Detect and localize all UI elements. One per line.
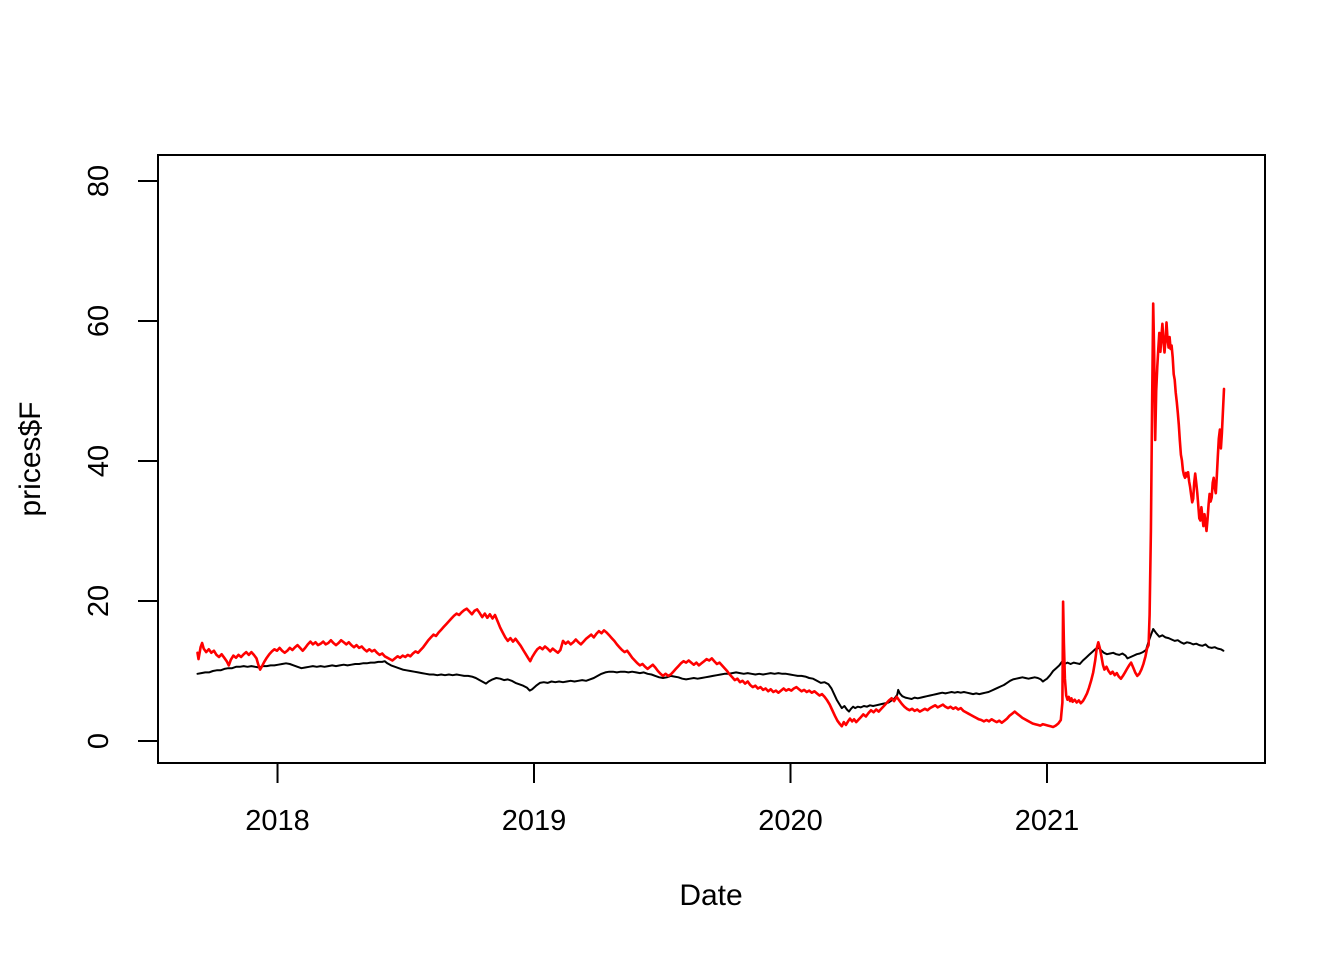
y-axis-title: prices$F xyxy=(14,401,47,517)
x-tick-label-2019: 2019 xyxy=(502,805,567,837)
y-tick-label-80: 80 xyxy=(83,165,115,197)
x-axis-title: Date xyxy=(679,879,743,912)
y-tick-label-0: 0 xyxy=(83,733,115,749)
series-line-black xyxy=(196,628,1225,713)
plot-box xyxy=(157,154,1266,764)
x-tick-label-2018: 2018 xyxy=(245,805,310,837)
series-line-red xyxy=(196,302,1226,729)
x-tick-label-2021: 2021 xyxy=(1015,805,1080,837)
y-tick-label-20: 20 xyxy=(83,585,115,617)
x-tick-label-2020: 2020 xyxy=(758,805,823,837)
y-tick-label-40: 40 xyxy=(83,445,115,477)
y-tick-label-60: 60 xyxy=(83,305,115,337)
